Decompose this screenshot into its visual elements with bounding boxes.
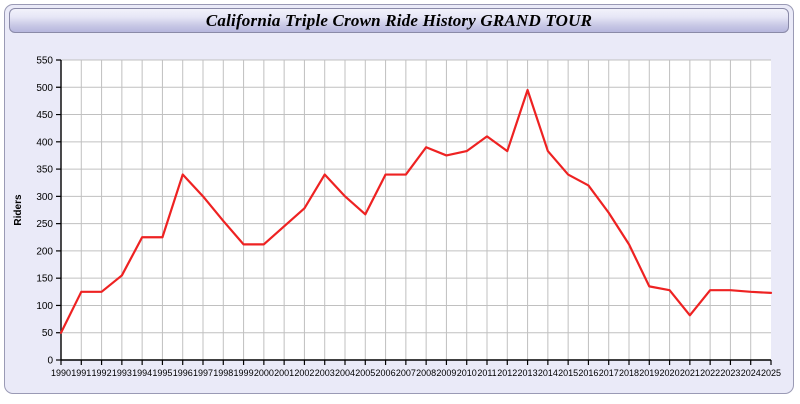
x-tick-label: 2022 (700, 368, 720, 378)
x-tick-label: 2009 (436, 368, 456, 378)
chart-window: California Triple Crown Ride History GRA… (4, 4, 794, 394)
x-tick-label: 2015 (558, 368, 578, 378)
x-tick-label: 1999 (234, 368, 254, 378)
x-tick-label: 2011 (477, 368, 496, 378)
y-tick-label: 300 (36, 192, 53, 203)
x-tick-label: 2002 (294, 368, 314, 378)
x-tick-label: 1996 (173, 368, 193, 378)
x-tick-label: 2016 (578, 368, 598, 378)
x-tick-label: 2018 (619, 368, 639, 378)
y-tick-label: 250 (36, 219, 53, 230)
y-axis-ticks: 0 50 100 150 200 250 300 350 400 450 500 550 (36, 56, 61, 367)
x-tick-label: 2010 (457, 368, 477, 378)
x-tick-label: 2006 (376, 368, 396, 378)
x-tick-label: 2001 (274, 368, 294, 378)
x-tick-label: 2005 (355, 368, 375, 378)
x-tick-label: 2013 (518, 368, 538, 378)
x-tick-label: 2000 (254, 368, 274, 378)
y-tick-label: 550 (36, 56, 53, 67)
x-tick-label: 2025 (761, 368, 781, 378)
y-tick-label: 0 (47, 356, 53, 367)
y-tick-label: 450 (36, 110, 53, 121)
x-tick-label: 1991 (71, 368, 91, 378)
x-tick-label: 2023 (720, 368, 740, 378)
chart-plot-area: 0 50 100 150 200 250 300 350 400 450 500 550 1990 19… (5, 35, 793, 393)
x-tick-label: 1993 (112, 368, 132, 378)
x-tick-label: 2003 (315, 368, 335, 378)
y-tick-label: 150 (36, 274, 53, 285)
y-axis-label: Riders (13, 194, 24, 226)
y-tick-label: 100 (36, 301, 53, 312)
x-tick-label: 1998 (213, 368, 233, 378)
chart-title-bar: California Triple Crown Ride History GRA… (9, 8, 789, 33)
x-tick-label: 2019 (639, 368, 659, 378)
y-tick-label: 50 (42, 328, 54, 339)
x-tick-label: 1994 (132, 368, 152, 378)
y-tick-label: 500 (36, 83, 53, 94)
page-title: California Triple Crown Ride History GRA… (205, 10, 593, 30)
data-series-riders (59, 88, 773, 334)
grid-group (61, 59, 771, 360)
y-tick-label: 350 (36, 165, 53, 176)
y-tick-label: 400 (36, 137, 53, 148)
x-tick-label: 2004 (335, 368, 355, 378)
plot-background (61, 60, 771, 360)
x-tick-label: 1997 (193, 368, 213, 378)
x-tick-label: 2020 (660, 368, 680, 378)
x-tick-label: 2014 (538, 368, 558, 378)
x-tick-label: 1995 (152, 368, 172, 378)
y-tick-label: 200 (36, 246, 53, 257)
x-tick-label: 2007 (396, 368, 416, 378)
x-tick-label: 2017 (599, 368, 619, 378)
x-tick-label: 1992 (92, 368, 112, 378)
x-axis-ticks: 1990 1991 1992 1993 1994 1995 1996 1997 1998 1999… (51, 360, 781, 378)
x-tick-label: 2021 (680, 368, 700, 378)
x-tick-label: 2024 (741, 368, 761, 378)
x-tick-label: 1990 (51, 368, 71, 378)
x-tick-label: 2012 (497, 368, 517, 378)
x-tick-label: 2008 (416, 368, 436, 378)
